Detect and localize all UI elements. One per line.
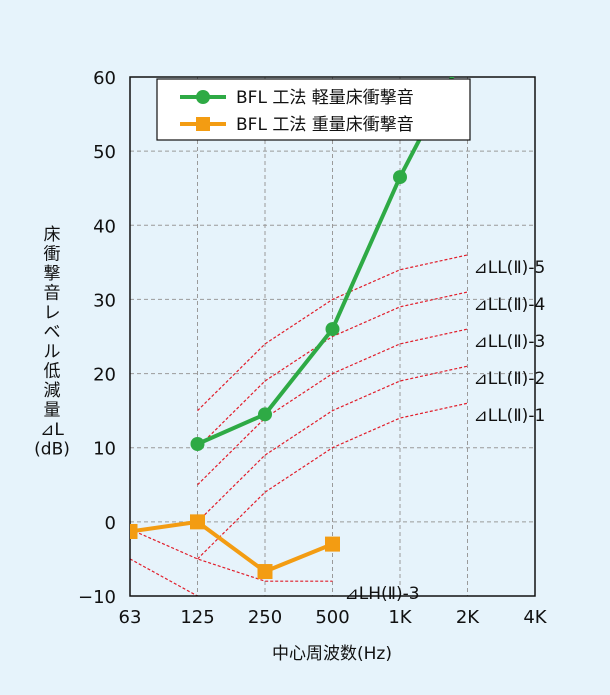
y-axis-label-line: 衝 — [44, 245, 61, 265]
reference-label: ⊿LL(Ⅱ)-5 — [474, 258, 546, 278]
grid-lines — [130, 77, 535, 596]
reference-label: ⊿LL(Ⅱ)-1 — [474, 406, 546, 426]
data-point — [461, 40, 475, 54]
reference-label: ⊿LH(Ⅱ)-3 — [345, 584, 420, 604]
x-tick-label: 500 — [315, 607, 349, 628]
x-tick-label: 250 — [248, 607, 282, 628]
x-tick-label: 125 — [180, 607, 214, 628]
y-tick-label: −10 — [78, 587, 116, 608]
x-tick-label: 1K — [388, 607, 412, 628]
y-axis-label-line: 量 — [44, 401, 61, 421]
x-tick-label: 4K — [523, 607, 547, 628]
data-point — [190, 437, 205, 452]
y-tick-label: 10 — [93, 439, 116, 460]
legend-label-heavy: BFL 工法 重量床衝撃音 — [236, 115, 414, 135]
y-axis-label-line: 低 — [44, 362, 61, 382]
y-axis-label-line: レ — [44, 303, 61, 323]
y-axis-label-line: 撃 — [44, 264, 61, 284]
x-tick-label: 2K — [456, 607, 480, 628]
y-axis-label-line: 床 — [44, 225, 61, 245]
data-point — [190, 514, 205, 530]
reference-labels: ⊿LL(Ⅱ)-5 ⊿LL(Ⅱ)-4 ⊿LL(Ⅱ)-3 ⊿LL(Ⅱ)-2 ⊿LL(Ⅱ)-1… — [345, 258, 546, 604]
reference-curve-5 — [197, 402, 468, 560]
legend: BFL 工法 軽量床衝撃音 BFL 工法 重量床衝撃音 — [156, 78, 471, 141]
x-axis-label: 中心周波数(Hz) — [272, 644, 392, 664]
series-line-2 — [130, 519, 334, 574]
y-tick-labels: −10 0 10 20 30 40 50 60 — [78, 68, 116, 608]
reference-curve-6 — [130, 528, 333, 582]
y-tick-label: 20 — [93, 365, 116, 386]
reference-label: ⊿LL(Ⅱ)-3 — [474, 332, 546, 352]
y-axis-label-line: 減 — [44, 381, 61, 401]
y-axis-label-line: ⊿L — [40, 420, 64, 440]
legend-label-light: BFL 工法 軽量床衝撃音 — [236, 88, 414, 108]
reference-curve-2 — [197, 291, 468, 449]
reference-curves — [130, 254, 468, 596]
reference-curve-4 — [197, 365, 468, 523]
x-tick-label: 63 — [119, 607, 142, 628]
y-axis-label-line: 音 — [44, 284, 61, 304]
y-axis-label-line: ベ — [44, 323, 61, 343]
y-tick-label: 60 — [93, 68, 116, 89]
reference-label: ⊿LL(Ⅱ)-2 — [474, 369, 546, 389]
legend-marker-light — [196, 90, 210, 104]
reference-curve-7 — [130, 558, 198, 596]
y-axis-label-line: (dB) — [34, 440, 70, 460]
reference-curve-3 — [197, 328, 468, 486]
data-point — [257, 564, 273, 580]
y-tick-label: 30 — [93, 290, 116, 311]
y-tick-label: 50 — [93, 142, 116, 163]
x-tick-labels: 63 125 250 500 1K 2K 4K — [119, 607, 548, 628]
data-point — [393, 170, 407, 185]
data-point — [325, 322, 340, 337]
data-point — [130, 523, 138, 539]
plot-area-frame — [129, 76, 536, 597]
data-point — [325, 536, 340, 552]
y-axis-label-line: ル — [44, 342, 61, 362]
reference-curve-1 — [197, 254, 468, 412]
reference-label: ⊿LL(Ⅱ)-4 — [474, 295, 546, 315]
data-point — [258, 407, 272, 422]
y-tick-label: 40 — [93, 216, 116, 237]
y-tick-label: 0 — [105, 513, 116, 534]
legend-marker-heavy — [196, 117, 210, 131]
